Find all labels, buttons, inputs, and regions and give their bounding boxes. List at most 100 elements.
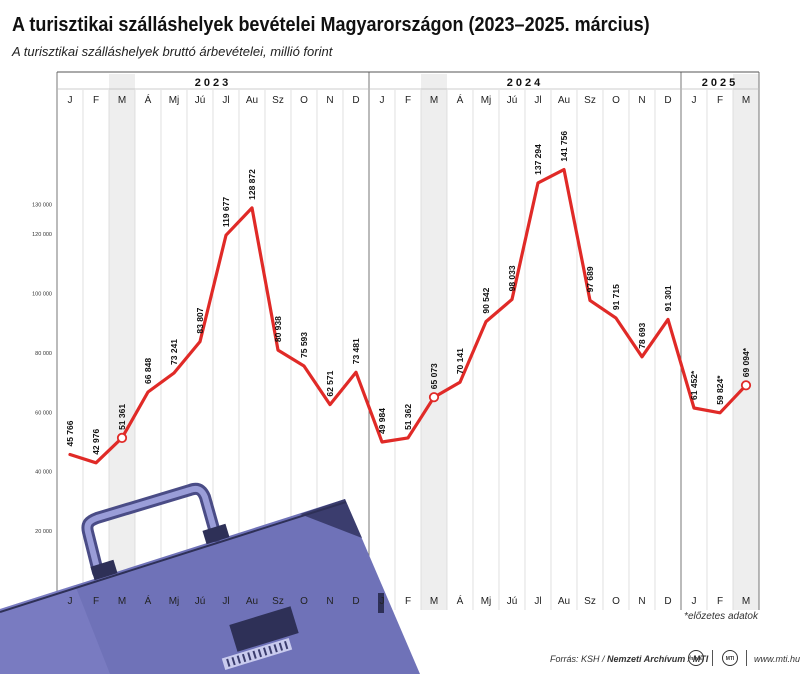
month-label: M (118, 95, 126, 106)
data-label: 61 452* (689, 370, 699, 400)
briefcase-clip (202, 523, 230, 545)
logo-separator (746, 650, 747, 666)
data-point (692, 406, 696, 410)
month-label: N (638, 95, 645, 106)
mti-logo: MTI (722, 650, 738, 666)
website-link[interactable]: www.mti.hu (754, 654, 800, 664)
data-label: 80 938 (273, 316, 283, 342)
data-label: 51 361 (117, 404, 127, 430)
data-point (484, 320, 488, 323)
month-label: F (717, 596, 723, 607)
month-label: Jú (195, 95, 206, 106)
month-label: Au (558, 596, 570, 607)
briefcase-tag-bar (241, 653, 247, 663)
data-point (718, 411, 722, 414)
highlight-column (109, 74, 135, 610)
month-label: D (664, 596, 671, 607)
month-label: M (430, 596, 438, 607)
data-label: 49 984 (377, 408, 387, 434)
data-point (94, 461, 98, 464)
data-point (250, 206, 254, 210)
month-label: Jú (195, 596, 206, 607)
month-label: Mj (481, 596, 492, 607)
month-label: D (352, 95, 359, 106)
briefcase-corner (300, 499, 362, 538)
month-label: O (612, 95, 620, 106)
data-label: 128 872 (247, 169, 257, 200)
briefcase-tag-bar (278, 642, 284, 651)
month-label: F (405, 596, 411, 607)
month-label: J (692, 95, 697, 106)
data-point (198, 340, 202, 343)
month-label: O (300, 596, 308, 607)
data-label: 42 976 (91, 429, 101, 455)
highlight-column (733, 74, 759, 610)
footer: Forrás: KSH / Nemzeti Archívum / MTI nav… (0, 644, 800, 674)
month-label: O (612, 596, 620, 607)
highlight-marker (740, 380, 752, 391)
month-label: N (638, 596, 645, 607)
nava-logo: nava (688, 650, 704, 666)
data-label: 51 362 (403, 404, 413, 430)
briefcase-lock (229, 606, 299, 652)
data-label: 75 593 (299, 332, 309, 358)
month-label: Au (246, 95, 258, 106)
highlight-columns (109, 74, 759, 610)
month-label: Au (558, 95, 570, 106)
briefcase-tag-bar (252, 650, 257, 659)
data-point (328, 403, 332, 406)
data-label: 83 807 (195, 307, 205, 333)
data-label: 69 094* (741, 347, 751, 377)
y-tick-label: 80 000 (35, 351, 52, 357)
briefcase-handle (84, 485, 219, 575)
source-text: Forrás: KSH / Nemzeti Archívum / MTI (550, 654, 709, 664)
y-tick-label: 20 000 (35, 529, 52, 535)
briefcase-tag-bar (226, 658, 231, 667)
data-labels: 45 766 42 976 51 361 66 848 73 241 83 807 119 … (65, 131, 751, 455)
page-subtitle: A turisztikai szálláshelyek bruttó árbev… (12, 44, 333, 59)
briefcase-tag-bar (257, 649, 262, 658)
briefcase-tag-bar (268, 645, 273, 655)
month-label: Sz (584, 596, 596, 607)
month-label: Jl (534, 95, 541, 106)
highlight-markers (68, 168, 752, 464)
y-tick-label: 130 000 (32, 203, 52, 209)
data-point (224, 234, 228, 237)
data-label: 73 481 (351, 338, 361, 364)
year-label: 2025 (702, 77, 738, 89)
y-tick-label: 40 000 (35, 470, 52, 476)
month-labels-bottom: J F M Á Mj Jú Jl Au Sz O N D J F M Á Mj Jú Jl Au Sz O N D J F M (68, 594, 751, 607)
month-label: Sz (272, 596, 284, 607)
data-label: 90 542 (481, 287, 491, 313)
briefcase-edge (0, 501, 347, 613)
data-point (146, 390, 150, 394)
month-label: M (430, 95, 438, 106)
month-label: M (742, 596, 750, 607)
month-label: F (93, 95, 99, 106)
month-label: M (118, 596, 126, 607)
data-label: 59 824* (715, 375, 725, 405)
month-label: F (717, 95, 723, 106)
y-tick-label: 120 000 (32, 232, 52, 238)
footnote: *előzetes adatok (684, 611, 758, 622)
y-tick-label: 100 000 (32, 292, 52, 298)
month-label: J (68, 596, 73, 607)
briefcase-tag-bar (284, 640, 289, 650)
data-label: 62 571 (325, 370, 335, 396)
month-label: D (664, 95, 671, 106)
data-point (276, 348, 280, 352)
briefcase-clip (90, 559, 118, 581)
month-label: O (300, 95, 308, 106)
month-label: Jú (507, 95, 518, 106)
data-point (354, 371, 358, 374)
data-point (588, 299, 592, 302)
briefcase-body (0, 499, 420, 674)
month-label: J (68, 95, 73, 106)
data-point (614, 316, 618, 320)
data-label: 97 689 (585, 266, 595, 292)
month-label: Sz (584, 95, 596, 106)
month-label: N (326, 596, 333, 607)
month-label: D (352, 596, 359, 607)
month-label: Jl (222, 596, 229, 607)
data-label: 91 301 (663, 285, 673, 311)
